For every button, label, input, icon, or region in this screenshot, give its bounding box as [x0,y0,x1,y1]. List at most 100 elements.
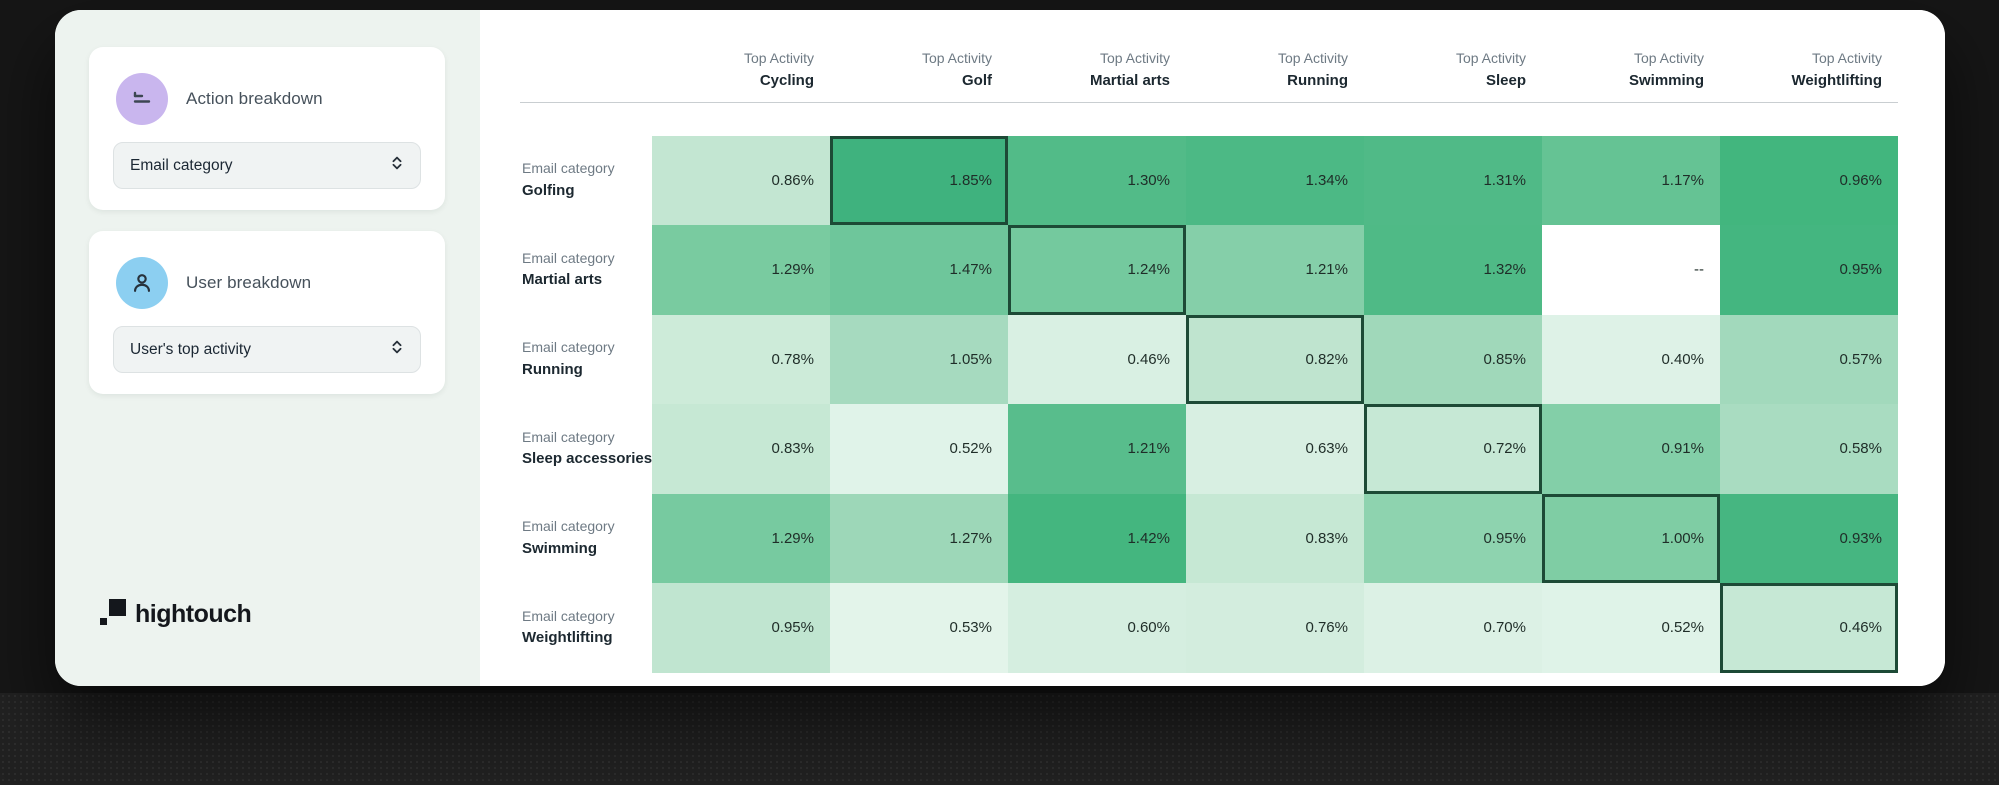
heatmap-cell[interactable]: 1.31% [1364,135,1542,225]
row-header-prefix: Email category [522,428,615,445]
heatmap-cell[interactable]: 0.78% [652,314,830,404]
heatmap-cell[interactable]: 1.27% [830,493,1008,583]
row-header-prefix: Email category [522,607,615,624]
column-header-prefix: Top Activity [1277,49,1348,66]
column-header-label: Running [1287,71,1348,89]
heatmap-cell[interactable]: 1.29% [652,225,830,315]
heatmap-cell[interactable]: 0.53% [830,583,1008,673]
column-header-swimming: Top Activity Swimming [1542,46,1720,103]
row-header-prefix: Email category [522,518,615,535]
column-header-label: Weightlifting [1791,71,1882,89]
row-header-weightlifting: Email category Weightlifting [520,583,652,673]
user-card-title: User breakdown [186,273,312,292]
chevron-updown-icon [388,154,406,177]
heatmap-cell[interactable]: 1.34% [1186,135,1364,225]
row-header-label: Weightlifting [522,629,613,647]
row-header-prefix: Email category [522,339,615,356]
column-header-label: Swimming [1628,71,1704,89]
heatmap-cell[interactable]: 0.40% [1542,314,1720,404]
heatmap-cell[interactable]: 0.72% [1364,404,1542,494]
heatmap-cell[interactable]: 0.46% [1008,314,1186,404]
row-header-prefix: Email category [522,249,615,266]
heatmap-cell[interactable]: 1.47% [830,225,1008,315]
user-card-header: User breakdown [116,257,311,309]
row-header-label: Golfing [522,181,575,199]
person-icon [116,257,168,309]
heatmap-cell[interactable]: 0.83% [1186,493,1364,583]
heatmap-cell[interactable]: 0.95% [652,583,830,673]
action-breakdown-select[interactable]: Email category [113,142,421,189]
heatmap-cell[interactable]: 0.46% [1720,583,1898,673]
heatmap-cell[interactable]: 0.86% [652,135,830,225]
action-card-title: Action breakdown [186,89,323,108]
row-header-label: Sleep accessories [522,450,653,468]
heatmap-cell[interactable]: 0.63% [1186,404,1364,494]
heatmap-cell[interactable]: 1.17% [1542,135,1720,225]
heatmap-cell[interactable]: 1.30% [1008,135,1186,225]
main-panel: Top Activity Cycling Top Activity Golf Top A… [480,10,1945,686]
heatmap-cell[interactable]: 0.95% [1364,493,1542,583]
hightouch-logo: hightouch [100,599,252,630]
heatmap-cell[interactable]: 1.29% [652,493,830,583]
heatmap-cell[interactable]: 1.32% [1364,225,1542,315]
heatmap-cell[interactable]: 0.93% [1720,493,1898,583]
heatmap-cell[interactable]: 0.60% [1008,583,1186,673]
row-header-label: Swimming [522,539,598,557]
user-breakdown-select[interactable]: User's top activity [113,326,421,373]
column-header-golf: Top Activity Golf [830,46,1008,103]
heatmap-cell[interactable]: 1.42% [1008,493,1186,583]
action-breakdown-card: Action breakdown Email category [89,47,445,210]
row-header-prefix: Email category [522,160,615,177]
desk-texture [0,693,1999,785]
row-header-swimming: Email category Swimming [520,494,652,584]
column-header-cycling: Top Activity Cycling [652,46,830,103]
action-breakdown-select-value: Email category [130,156,233,174]
user-breakdown-card: User breakdown User's top activity [89,231,445,394]
column-header-prefix: Top Activity [1633,49,1704,66]
heatmap-cell[interactable]: 1.85% [830,135,1008,225]
column-header-prefix: Top Activity [921,49,992,66]
heatmap-cell[interactable]: -- [1542,225,1720,315]
heatmap-cell[interactable]: 1.21% [1008,404,1186,494]
column-header-prefix: Top Activity [1099,49,1170,66]
hightouch-logo-mark-icon [100,599,126,630]
column-header-label: Golf [962,71,992,89]
heatmap-cell[interactable]: 0.96% [1720,135,1898,225]
heatmap-cell[interactable]: 0.83% [652,404,830,494]
heatmap-cell[interactable]: 0.85% [1364,314,1542,404]
heatmap-cell[interactable]: 0.52% [1542,583,1720,673]
chevron-updown-icon [388,338,406,361]
heatmap-cell[interactable]: 1.00% [1542,493,1720,583]
row-header-golfing: Email category Golfing [520,136,652,226]
heatmap-cell[interactable]: 1.24% [1008,225,1186,315]
row-header-running: Email category Running [520,315,652,405]
user-breakdown-select-value: User's top activity [130,340,251,358]
row-header-label: Martial arts [522,271,603,289]
heatmap-cell[interactable]: 1.21% [1186,225,1364,315]
column-header-prefix: Top Activity [743,49,814,66]
action-card-header: Action breakdown [116,73,323,125]
row-header-sleep-accessories: Email category Sleep accessories [520,404,652,494]
heatmap-corner [520,46,652,103]
heatmap-cell[interactable]: 0.70% [1364,583,1542,673]
heatmap-cell[interactable]: 0.58% [1720,404,1898,494]
heatmap-cell[interactable]: 0.95% [1720,225,1898,315]
column-header-prefix: Top Activity [1455,49,1526,66]
column-header-prefix: Top Activity [1811,49,1882,66]
app-window: Action breakdown Email category User br [55,10,1945,686]
column-header-martial-arts: Top Activity Martial arts [1008,46,1186,103]
column-header-weightlifting: Top Activity Weightlifting [1720,46,1898,103]
heatmap-cell[interactable]: 0.82% [1186,314,1364,404]
heatmap-cell[interactable]: 0.91% [1542,404,1720,494]
row-header-label: Running [522,360,583,378]
sidebar: Action breakdown Email category User br [55,10,480,686]
heatmap-cell[interactable]: 0.57% [1720,314,1898,404]
column-header-label: Sleep [1485,71,1526,89]
heatmap-table: Top Activity Cycling Top Activity Golf Top A… [520,46,1898,673]
heatmap-cell[interactable]: 0.76% [1186,583,1364,673]
heatmap-cell[interactable]: 1.05% [830,314,1008,404]
bars-icon [116,73,168,125]
column-header-label: Martial arts [1089,71,1170,89]
column-header-sleep: Top Activity Sleep [1364,46,1542,103]
heatmap-cell[interactable]: 0.52% [830,404,1008,494]
